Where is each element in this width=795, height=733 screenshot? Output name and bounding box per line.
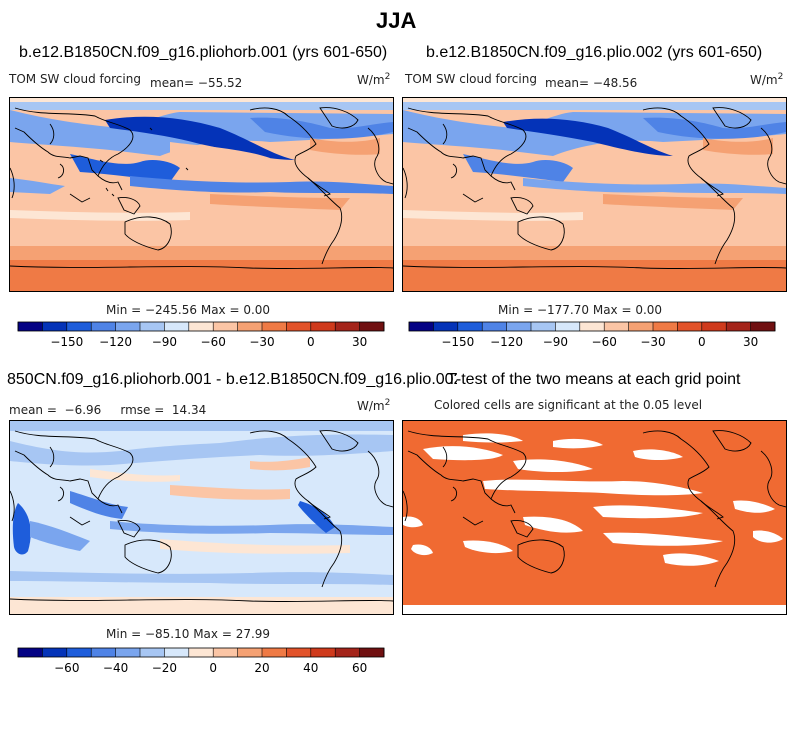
map-panel1 [9, 97, 394, 292]
colorbar-tick-label: 0 [307, 335, 315, 349]
panel2-minmax: Min = −177.70 Max = 0.00 [498, 303, 663, 317]
colorbar-swatch [750, 322, 776, 331]
panel3-stats: mean = −6.96 rmse = 14.34 [9, 403, 207, 417]
colorbar-swatch [653, 322, 678, 331]
colorbar-tick-label: −150 [50, 335, 83, 349]
colorbar-swatch [18, 648, 43, 657]
panel1-units: W/m2 [357, 72, 391, 87]
colorbar-tick-label: −20 [152, 661, 177, 675]
colorbar-swatch [91, 322, 116, 331]
colorbar-swatch [482, 322, 507, 331]
colorbar-swatch [188, 322, 214, 331]
colorbar-swatch [310, 648, 336, 657]
colorbar-tick-label: 60 [352, 661, 367, 675]
figure-title: JJA [376, 8, 417, 33]
colorbar-panel2: −150 −120 −90 −60 −30 0 30 [408, 321, 776, 356]
colorbar-swatch [188, 648, 214, 657]
panel4-subtitle: Colored cells are significant at the 0.0… [434, 398, 703, 412]
colorbar-swatch [457, 322, 483, 331]
colorbar-tick-label: −90 [152, 335, 177, 349]
colorbar-swatch [555, 322, 581, 331]
panel2-units: W/m2 [750, 72, 784, 87]
colorbar-swatch [140, 322, 165, 331]
panel1-title: b.e12.B1850CN.f09_g16.pliohorb.001 (yrs … [19, 44, 388, 61]
map-panel4 [402, 420, 787, 615]
colorbar-swatch [335, 648, 360, 657]
panel2-variable: TOM SW cloud forcing [405, 72, 537, 86]
colorbar-swatch [213, 648, 238, 657]
colorbar-swatch [66, 322, 92, 331]
colorbar-tick-label: −120 [99, 335, 132, 349]
colorbar-tick-label: −60 [201, 335, 226, 349]
colorbar-swatch [628, 322, 654, 331]
colorbar-swatch [262, 322, 287, 331]
colorbar-swatch [506, 322, 532, 331]
panel2-mean: mean= −48.56 [545, 76, 638, 90]
colorbar-swatch [359, 648, 385, 657]
colorbar-swatch [286, 648, 312, 657]
colorbar-tick-label: −60 [592, 335, 617, 349]
panel1-variable: TOM SW cloud forcing [9, 72, 141, 86]
colorbar-swatch [42, 322, 68, 331]
colorbar-tick-label: 30 [743, 335, 758, 349]
colorbar-panel1: −150 −120 −90 −60 −30 0 30 [17, 321, 385, 356]
colorbar-border [17, 647, 385, 658]
colorbar-tick-label: −30 [249, 335, 274, 349]
colorbar-swatch [701, 322, 727, 331]
colorbar-swatch [164, 322, 190, 331]
colorbar-border [408, 321, 776, 332]
colorbar-swatch [726, 322, 751, 331]
colorbar-swatch [140, 648, 165, 657]
panel3-title: 850CN.f09_g16.pliohorb.001 - b.e12.B1850… [7, 371, 457, 388]
colorbar-tick-label: 0 [698, 335, 706, 349]
colorbar-swatch [409, 322, 434, 331]
colorbar-swatch [66, 648, 92, 657]
colorbar-tick-label: −120 [490, 335, 523, 349]
colorbar-tick-label: 30 [352, 335, 367, 349]
panel3-minmax: Min = −85.10 Max = 27.99 [106, 627, 271, 641]
colorbar-tick-label: 0 [209, 661, 217, 675]
colorbar-swatch [18, 322, 43, 331]
colorbar-swatch [286, 322, 312, 331]
colorbar-swatch [310, 322, 336, 331]
panel2-title: b.e12.B1850CN.f09_g16.plio.002 (yrs 601-… [426, 44, 763, 61]
colorbar-swatch [91, 648, 116, 657]
map-panel3 [9, 420, 394, 615]
colorbar-swatch [604, 322, 629, 331]
colorbar-border [17, 321, 385, 332]
colorbar-tick-label: −90 [543, 335, 568, 349]
colorbar-swatch [164, 648, 190, 657]
colorbar-swatch [115, 648, 141, 657]
colorbar-swatch [262, 648, 287, 657]
colorbar-swatch [213, 322, 238, 331]
colorbar-swatch [531, 322, 556, 331]
map-panel2 [402, 97, 787, 292]
colorbar-tick-label: −30 [640, 335, 665, 349]
colorbar-swatch [433, 322, 459, 331]
colorbar-tick-label: −150 [441, 335, 474, 349]
colorbar-swatch [359, 322, 385, 331]
colorbar-tick-label: −40 [103, 661, 128, 675]
panel1-mean: mean= −55.52 [150, 76, 243, 90]
colorbar-swatch [237, 648, 263, 657]
panel3-units: W/m2 [357, 398, 391, 413]
colorbar-swatch [579, 322, 605, 331]
colorbar-swatch [335, 322, 360, 331]
colorbar-panel3: −60 −40 −20 0 20 40 60 [17, 647, 385, 682]
colorbar-swatch [677, 322, 703, 331]
panel4-title: T-test of the two means at each grid poi… [447, 371, 741, 388]
panel1-minmax: Min = −245.56 Max = 0.00 [106, 303, 271, 317]
colorbar-swatch [237, 322, 263, 331]
colorbar-tick-label: 40 [303, 661, 318, 675]
colorbar-swatch [42, 648, 68, 657]
colorbar-tick-label: −60 [54, 661, 79, 675]
colorbar-swatch [115, 322, 141, 331]
colorbar-tick-label: 20 [254, 661, 269, 675]
